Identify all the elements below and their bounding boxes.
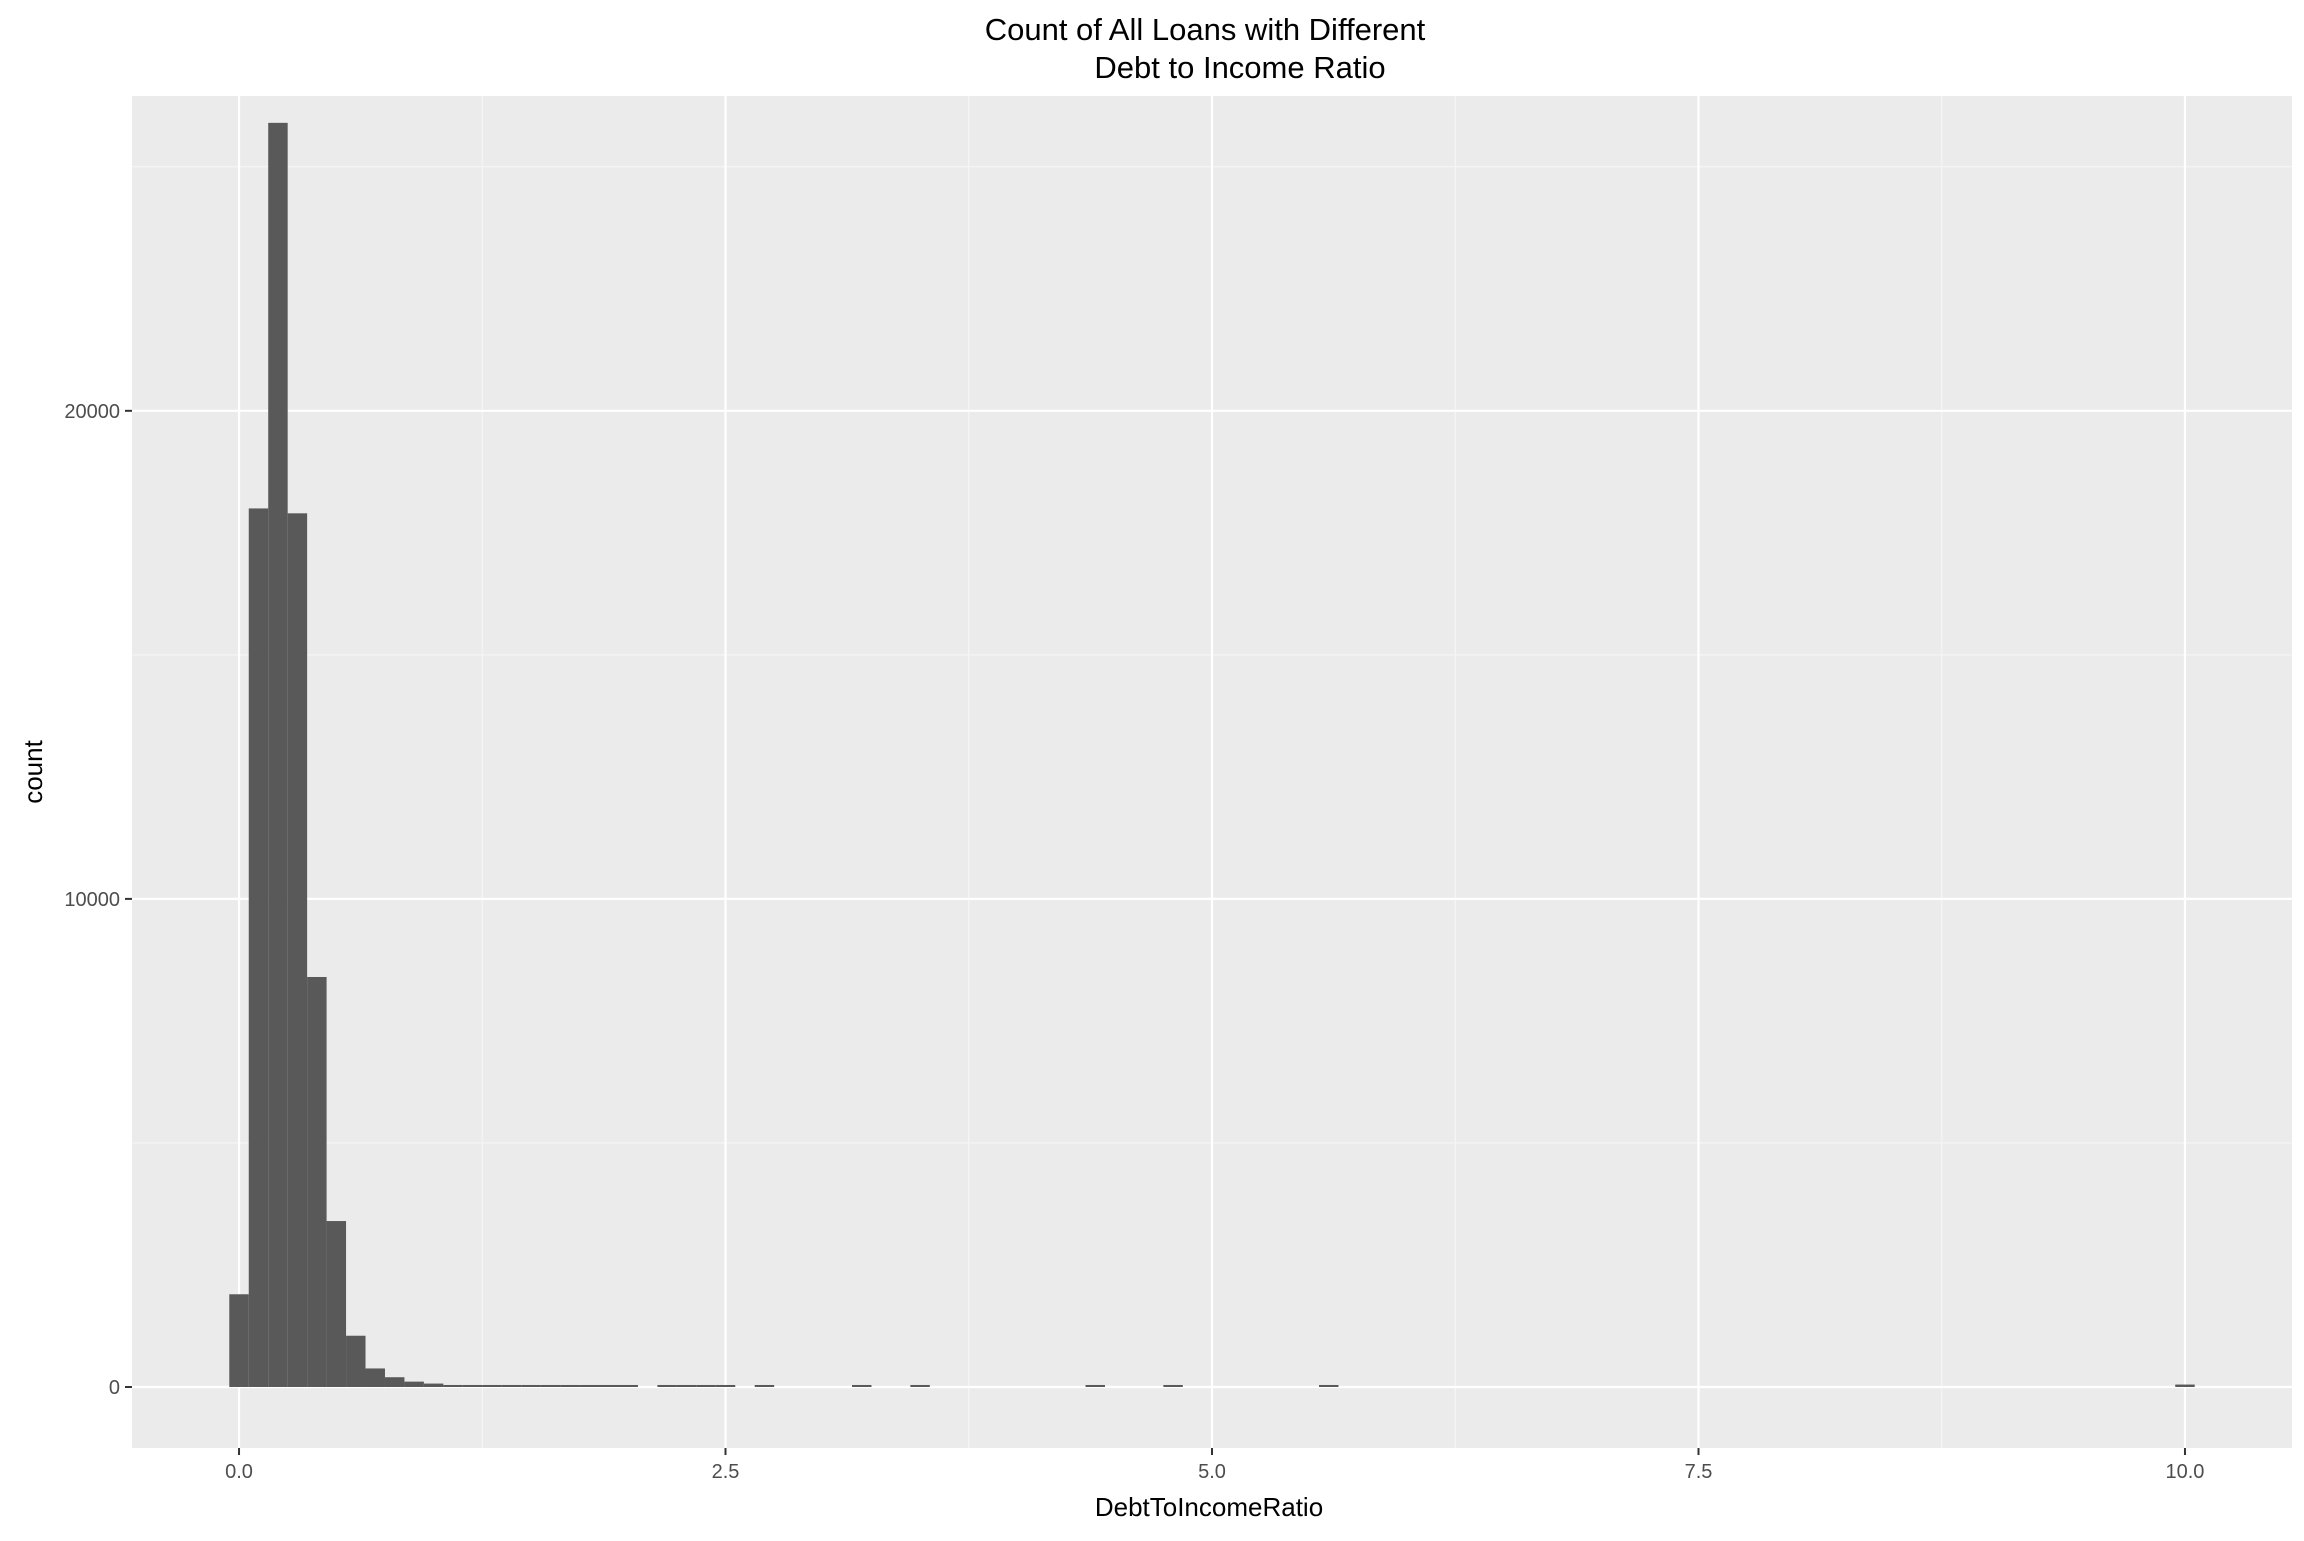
y-tick-label: 20000 — [64, 401, 120, 423]
histogram-bar — [1163, 1384, 1183, 1387]
histogram-bar — [248, 508, 269, 1387]
y-axis-title: count — [18, 739, 48, 803]
histogram-bar — [501, 1384, 522, 1387]
histogram-bar — [365, 1368, 385, 1387]
y-axis: 0 10000 20000 — [64, 401, 132, 1399]
histogram-bar — [618, 1384, 638, 1387]
y-tick-label: 0 — [109, 1377, 120, 1399]
x-tick-label: 2.5 — [712, 1461, 740, 1483]
x-tick-label: 0.0 — [225, 1461, 253, 1483]
histogram-bar — [521, 1384, 541, 1387]
histogram-bar — [346, 1335, 366, 1387]
histogram-bar — [676, 1384, 697, 1387]
x-axis-title: DebtToIncomeRatio — [1095, 1492, 1323, 1522]
histogram-bar — [910, 1384, 930, 1387]
histogram-bar — [287, 513, 308, 1387]
histogram-bar — [1319, 1384, 1339, 1387]
y-tick-label: 10000 — [64, 889, 120, 911]
histogram-bar — [579, 1384, 600, 1387]
x-tick-label: 10.0 — [2166, 1461, 2205, 1483]
histogram-bar — [1085, 1384, 1105, 1387]
histogram-bar — [696, 1384, 716, 1387]
histogram-bar — [307, 976, 327, 1387]
chart-title-line-2: Debt to Income Ratio — [1094, 50, 1385, 85]
histogram-bar — [229, 1294, 249, 1387]
histogram-bar — [462, 1384, 483, 1387]
chart-title-line-1: Count of All Loans with Different — [985, 12, 1426, 47]
histogram-bar — [2175, 1384, 2195, 1387]
histogram-bar — [268, 122, 288, 1387]
x-axis: 0.0 2.5 5.0 7.5 10.0 — [225, 1448, 2204, 1483]
major-gridlines — [132, 96, 2292, 1448]
histogram-bar — [384, 1377, 405, 1387]
histogram-bar — [423, 1383, 444, 1387]
histogram-bar — [482, 1384, 502, 1387]
histogram-bar — [657, 1384, 677, 1387]
histogram-bar — [852, 1384, 872, 1387]
histogram-bar — [404, 1381, 424, 1387]
histogram-bar — [560, 1384, 580, 1387]
histogram-bars — [229, 122, 2195, 1387]
histogram-bar — [715, 1384, 736, 1387]
histogram-bar — [754, 1384, 775, 1387]
x-tick-label: 7.5 — [1685, 1461, 1713, 1483]
histogram-bar — [443, 1384, 463, 1387]
histogram-bar — [540, 1384, 561, 1387]
x-tick-label: 5.0 — [1198, 1461, 1226, 1483]
histogram-bar — [326, 1221, 347, 1387]
histogram-bar — [599, 1384, 619, 1387]
